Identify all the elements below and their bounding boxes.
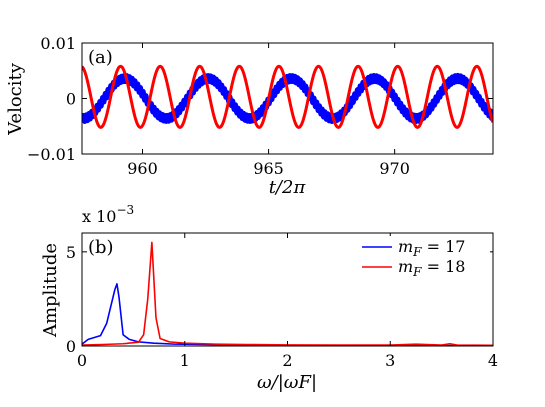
panel-a-series <box>82 64 493 129</box>
panel-b-xtick-label: 2 <box>282 351 292 370</box>
panel-b: 0 1 2 3 4 0 5 (b) x 10−3 Amplitude ω/|ωF| mF =… <box>40 203 498 393</box>
panel-b-xtick-label: 0 <box>77 351 87 370</box>
panel-a-ytick-label: 0.01 <box>40 34 76 53</box>
panel-a-ylabel: Velocity <box>5 62 26 136</box>
panel-a-xtick-label: 965 <box>253 159 284 178</box>
panel-b-xlabel: ω/|ωF| <box>257 372 317 393</box>
panel-b-xtick-label: 1 <box>180 351 190 370</box>
panel-b-xtick-label: 3 <box>385 351 395 370</box>
panel-a-series-2-line <box>82 64 493 129</box>
panel-b-scale-note: x 10−3 <box>82 203 134 226</box>
legend-entry: mF = 17 <box>398 237 465 259</box>
panel-a-ticks: 960 965 970 −0.01 0 0.01 <box>27 34 493 178</box>
panel-b-ytick-label: 0 <box>66 337 76 356</box>
panel-b-ticks: 0 1 2 3 4 0 5 <box>66 233 498 370</box>
panel-a-xtick-label: 970 <box>379 159 410 178</box>
legend-box <box>357 236 490 280</box>
panel-a-xlabel: t/2π <box>269 177 307 198</box>
panel-b-series-1-line <box>81 283 494 347</box>
panel-a: 960 965 970 −0.01 0 0.01 (a) Velocity t/2π <box>5 34 494 198</box>
panel-a-ytick-label: −0.01 <box>27 145 76 164</box>
panel-a-ytick-label: 0 <box>66 90 76 109</box>
panel-b-xtick-label: 4 <box>488 351 498 370</box>
legend-entry: mF = 18 <box>398 257 465 279</box>
panel-a-label: (a) <box>88 47 113 68</box>
panel-a-xtick-label: 960 <box>127 159 158 178</box>
panel-b-ylabel: Amplitude <box>40 243 61 338</box>
panel-b-ytick-label: 5 <box>66 243 76 262</box>
panel-b-label: (b) <box>88 237 114 258</box>
